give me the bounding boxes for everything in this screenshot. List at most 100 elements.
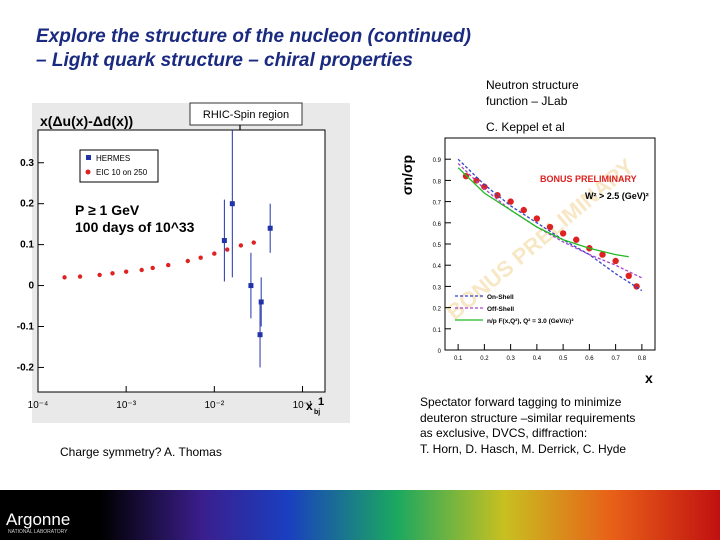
data-point: [139, 267, 144, 273]
x-tick-label: 0.3: [506, 356, 515, 362]
y-tick-label: 0.4: [433, 264, 442, 270]
chart-title: x(Δu(x)-Δd(x)): [40, 113, 133, 129]
data-point: [229, 201, 235, 207]
right-header: Neutron structure: [486, 78, 579, 92]
x-tick-label: 0.1: [454, 356, 463, 362]
legend-swatch: [85, 169, 91, 175]
data-point: [185, 258, 190, 264]
y-tick-label: 0.5: [433, 243, 442, 249]
x-tick-label: 0.5: [559, 356, 568, 362]
data-point: [533, 215, 541, 222]
data-point: [225, 247, 230, 252]
y-tick-label: 0.2: [433, 307, 442, 313]
data-point: [267, 225, 273, 231]
y-tick-label: 0.6: [433, 222, 442, 228]
x-axis-label: x: [306, 399, 313, 413]
caption-line: deuteron structure –similar requirements: [420, 410, 636, 425]
series-line: [457, 167, 629, 258]
y-tick-label: 0.1: [433, 328, 442, 334]
y-tick-label: 0.3: [433, 285, 442, 291]
y-tick-label: 0.1: [20, 240, 34, 251]
x-tick-label: 0.8: [638, 356, 647, 362]
x-axis-label: x: [645, 370, 653, 386]
x-tick-label: 10⁻³: [116, 400, 136, 411]
y-tick-label: 0.8: [433, 179, 442, 185]
y-tick-label: 0: [438, 349, 442, 355]
y-tick-label: 0: [28, 281, 34, 292]
data-point: [559, 230, 567, 237]
legend-label: HERMES: [96, 154, 130, 163]
x-tick-label: 0.7: [611, 356, 620, 362]
x-tick-label: 0.6: [585, 356, 594, 362]
data-point: [507, 198, 514, 205]
data-point: [77, 274, 83, 279]
data-point: [599, 251, 606, 258]
data-point: [212, 251, 217, 256]
x-tick-label: 0.2: [480, 356, 489, 362]
callout-text: RHIC-Spin region: [203, 109, 289, 121]
data-point: [520, 206, 527, 214]
annotation: 100 days of 10^33: [75, 219, 195, 235]
data-point: [573, 236, 580, 243]
caption-line: Spectator forward tagging to minimize: [420, 395, 622, 409]
legend-label: Off-Shell: [487, 306, 514, 313]
caption-line: as exclusive, DVCS, diffraction:: [420, 426, 588, 440]
legend-label: EIC 10 on 250: [96, 168, 148, 177]
x-edge-label: 1: [318, 396, 324, 408]
data-point: [150, 265, 155, 271]
right-credit: C. Keppel et al: [486, 120, 565, 134]
x-tick-label: 0.4: [533, 356, 542, 362]
data-point: [110, 271, 115, 276]
logo-subtext: NATIONAL LABORATORY: [8, 529, 68, 535]
caption-line: T. Horn, D. Hasch, M. Derrick, C. Hyde: [420, 441, 627, 456]
right-header: function – JLab: [486, 94, 568, 108]
legend-box: [79, 149, 159, 183]
data-point: [251, 240, 256, 245]
callout-box: [189, 102, 303, 126]
data-point: [625, 272, 632, 279]
data-point: [258, 299, 264, 305]
data-point: [257, 332, 263, 338]
logo-text: Argonne: [6, 510, 71, 529]
x-tick-label: 10⁻¹: [293, 400, 313, 411]
y-tick-label: -0.2: [17, 362, 35, 373]
series-line: [457, 158, 643, 292]
x-tick-label: 10⁻⁴: [28, 400, 49, 411]
data-point: [238, 243, 244, 248]
y-tick-label: 0.7: [433, 201, 442, 207]
y-tick-label: 0.3: [20, 158, 34, 169]
logo-bg: [0, 490, 100, 540]
footer-bar: Argonne NATIONAL LABORATORY: [0, 490, 720, 540]
legend-label: On-Shell: [487, 294, 514, 301]
data-point: [248, 283, 254, 289]
data-point: [97, 272, 102, 278]
right-caption: Spectator forward tagging to minimize de…: [420, 395, 635, 457]
data-point: [123, 269, 129, 274]
series-line: [457, 162, 643, 279]
legend-label: n/p F(x,Q²), Q² = 3.0 (GeV/c)²: [487, 318, 574, 325]
x-axis-label-sub: bj: [314, 409, 320, 416]
legend-swatch: [86, 155, 91, 160]
slide-subtitle: – Light quark structure – chiral propert…: [36, 50, 413, 71]
slide-title: Explore the structure of the nucleon (co…: [36, 26, 471, 47]
data-point: [62, 275, 67, 280]
data-point: [481, 183, 488, 190]
annotation: W² > 2.5 (GeV)²: [585, 191, 649, 201]
data-point: [221, 238, 227, 244]
y-tick-label: 0.9: [433, 158, 442, 164]
x-tick-label: 10⁻²: [204, 400, 224, 411]
data-point: [166, 262, 171, 268]
data-point: [633, 283, 640, 290]
left-caption: Charge symmetry? A. Thomas: [60, 445, 222, 459]
y-tick-label: 0.2: [20, 199, 34, 210]
plot-area: [444, 137, 656, 351]
chart-title: σn/σp: [399, 155, 415, 195]
data-point: [198, 255, 203, 260]
data-point: [546, 223, 554, 231]
data-point: [612, 257, 619, 265]
y-tick-label: -0.1: [17, 322, 35, 333]
annotation: P ≥ 1 GeV: [75, 202, 140, 218]
figures: RHIC-Spin region 10⁻⁴ 10⁻³ 10⁻² 10⁻¹ -0.2 -0.…: [17, 102, 656, 423]
annotation: BONUS PRELIMINARY: [540, 174, 637, 184]
